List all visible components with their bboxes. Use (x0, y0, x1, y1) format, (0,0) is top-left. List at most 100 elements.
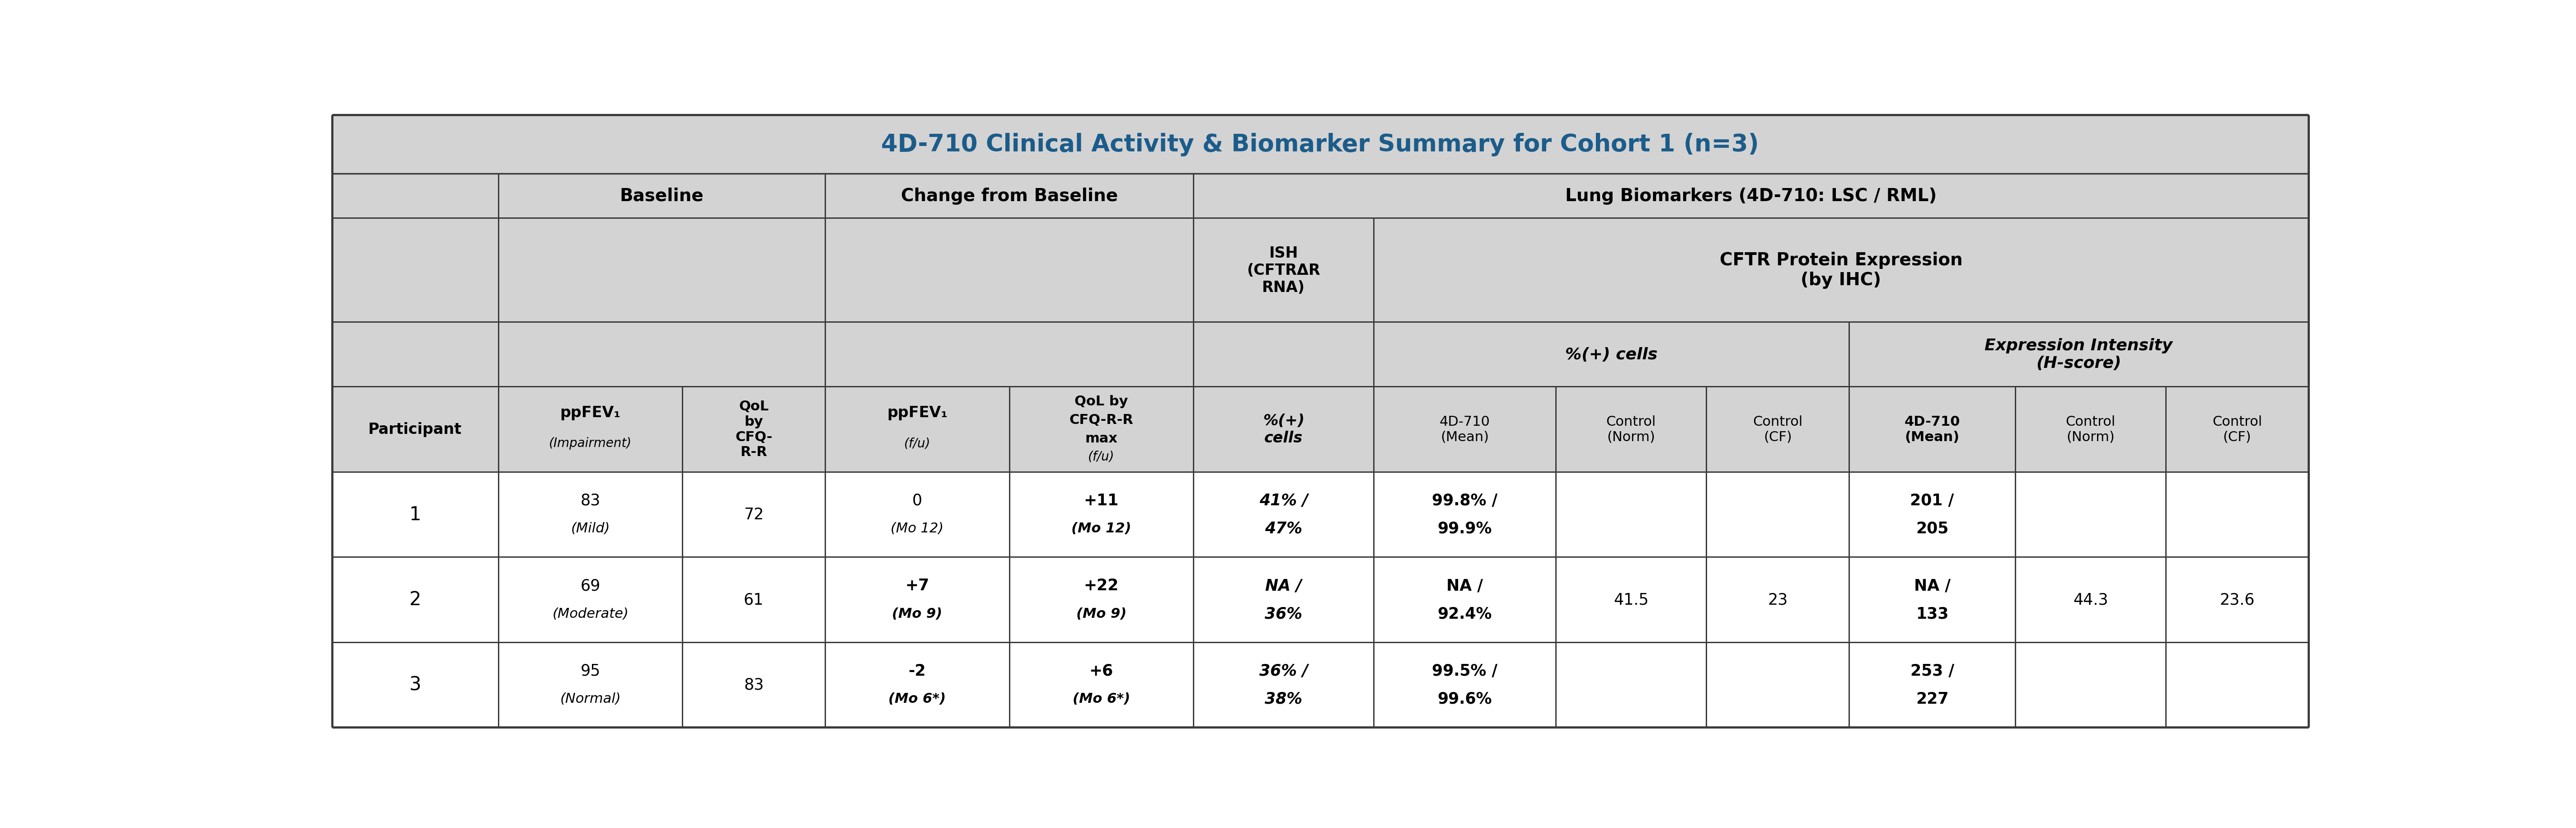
Bar (1373, 557, 1556, 643)
Text: 72: 72 (744, 507, 765, 522)
Text: (f/u): (f/u) (1087, 450, 1115, 463)
Text: max: max (1084, 431, 1118, 445)
Text: +6: +6 (1090, 663, 1113, 678)
Bar (2014, 472, 2166, 557)
Bar (1010, 387, 1193, 472)
Bar (1373, 643, 1556, 727)
Text: ppFEV₁: ppFEV₁ (559, 405, 621, 420)
Text: +11: +11 (1084, 493, 1118, 508)
Text: 201 /: 201 / (1911, 493, 1955, 508)
Bar (1373, 219, 2308, 322)
Text: 3: 3 (410, 676, 420, 694)
Text: (Moderate): (Moderate) (551, 607, 629, 620)
Bar (332, 322, 497, 387)
Bar (1556, 387, 1705, 472)
Text: (f/u): (f/u) (904, 437, 930, 450)
Bar (1705, 643, 1850, 727)
Bar (497, 219, 824, 322)
Text: (Normal): (Normal) (559, 692, 621, 705)
Text: 69: 69 (580, 578, 600, 593)
Bar (1373, 322, 1850, 387)
Text: Change from Baseline: Change from Baseline (902, 187, 1118, 205)
Text: (Mo 9): (Mo 9) (1077, 607, 1126, 620)
Bar (1373, 387, 1556, 472)
Bar (824, 643, 1010, 727)
Text: QoL by: QoL by (1074, 395, 1128, 407)
Text: 44.3: 44.3 (2074, 592, 2107, 607)
Bar (497, 387, 683, 472)
Text: NA /: NA / (1914, 578, 1950, 593)
Text: 23.6: 23.6 (2221, 592, 2254, 607)
Bar (683, 643, 824, 727)
Text: Control
(Norm): Control (Norm) (1607, 415, 1656, 443)
Text: Expression Intensity
(H-score): Expression Intensity (H-score) (1984, 338, 2172, 371)
Bar (1705, 472, 1850, 727)
Bar (332, 219, 497, 322)
Text: 99.5% /: 99.5% / (1432, 663, 1497, 678)
Bar (1850, 322, 2308, 387)
Bar (824, 387, 1010, 472)
Bar (332, 174, 497, 219)
Text: -2: -2 (909, 663, 925, 678)
Text: 2: 2 (410, 590, 420, 609)
Text: 92.4%: 92.4% (1437, 606, 1492, 621)
Text: 83: 83 (744, 677, 765, 692)
Bar (332, 387, 497, 472)
Bar (824, 174, 1193, 219)
Bar (1850, 387, 2014, 472)
Text: 99.8% /: 99.8% / (1432, 493, 1497, 508)
Bar (2166, 472, 2308, 557)
Bar (2014, 557, 2166, 643)
Text: 38%: 38% (1265, 691, 1303, 706)
Text: 4D-710
(Mean): 4D-710 (Mean) (1904, 415, 1960, 443)
Text: +22: +22 (1084, 578, 1118, 593)
Bar (2014, 643, 2166, 727)
Text: (Mo 6*): (Mo 6*) (1072, 692, 1131, 705)
Bar (683, 557, 824, 643)
Bar (332, 557, 497, 643)
Text: %(+) cells: %(+) cells (1566, 347, 1656, 362)
Text: (Mo 6*): (Mo 6*) (889, 692, 945, 705)
Text: 41.5: 41.5 (1613, 592, 1649, 607)
Bar (2166, 472, 2308, 727)
Text: 0: 0 (912, 493, 922, 508)
Bar (497, 472, 683, 557)
Bar (2166, 387, 2308, 472)
Bar (1705, 387, 1850, 472)
Bar (1010, 643, 1193, 727)
Bar (332, 115, 2308, 174)
Bar (1850, 643, 2014, 727)
Text: 133: 133 (1917, 606, 1947, 621)
Text: 99.6%: 99.6% (1437, 691, 1492, 706)
Bar (497, 557, 683, 643)
Text: Control
(CF): Control (CF) (2213, 415, 2262, 443)
Text: Control
(CF): Control (CF) (1752, 415, 1803, 443)
Bar (2166, 643, 2308, 727)
Text: 227: 227 (1917, 691, 1947, 706)
Text: (Mild): (Mild) (572, 522, 611, 535)
Bar (824, 557, 1010, 643)
Bar (497, 322, 824, 387)
Bar (1556, 472, 1705, 557)
Bar (1193, 643, 1373, 727)
Text: Baseline: Baseline (621, 187, 703, 205)
Text: QoL
by
CFQ-
R-R: QoL by CFQ- R-R (734, 400, 773, 459)
Bar (1193, 322, 1373, 387)
Text: (Impairment): (Impairment) (549, 437, 631, 450)
Text: 99.9%: 99.9% (1437, 521, 1492, 536)
Bar (1705, 557, 1850, 643)
Bar (332, 643, 497, 727)
Text: (Mo 9): (Mo 9) (891, 607, 943, 620)
Bar (1193, 174, 2308, 219)
Text: 4D-710
(Mean): 4D-710 (Mean) (1440, 415, 1489, 443)
Bar (1556, 472, 1705, 727)
Text: 83: 83 (580, 493, 600, 508)
Bar (497, 643, 683, 727)
Text: 47%: 47% (1265, 521, 1303, 536)
Text: 4D-710 Clinical Activity & Biomarker Summary for Cohort 1 (n=3): 4D-710 Clinical Activity & Biomarker Sum… (881, 132, 1759, 156)
Text: 95: 95 (580, 663, 600, 678)
Bar (1373, 472, 1556, 557)
Text: +7: +7 (904, 578, 930, 593)
Bar (1556, 557, 1705, 643)
Text: 61: 61 (744, 592, 765, 607)
